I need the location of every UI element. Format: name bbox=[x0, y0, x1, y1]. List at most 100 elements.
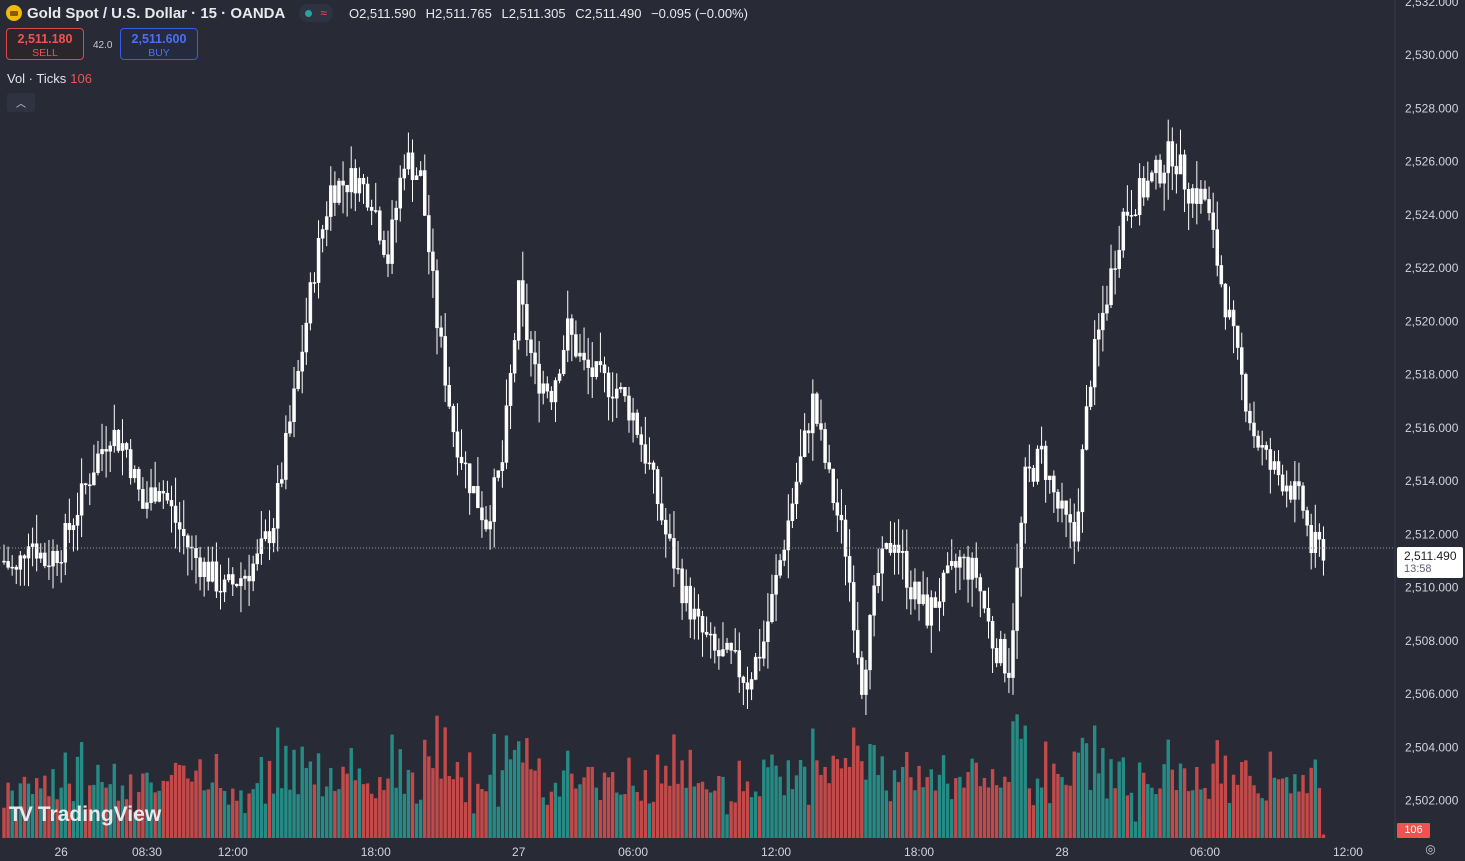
volume-bar bbox=[116, 800, 121, 838]
candle-body bbox=[1240, 347, 1244, 375]
sell-button[interactable]: 2,511.180 SELL bbox=[6, 28, 84, 60]
candle-body bbox=[557, 373, 562, 381]
volume-bar bbox=[153, 792, 157, 838]
volume-bar bbox=[10, 790, 14, 838]
volume-bar bbox=[717, 775, 721, 838]
volume-bar bbox=[1072, 751, 1076, 838]
volume-bar bbox=[182, 765, 186, 838]
price-axis-label: 2,526.000 bbox=[1405, 155, 1459, 169]
buy-button[interactable]: 2,511.600 BUY bbox=[120, 28, 198, 60]
volume-bar bbox=[884, 790, 889, 838]
candle-body bbox=[553, 380, 558, 403]
candle-body bbox=[917, 581, 921, 604]
candle-body bbox=[1248, 410, 1252, 424]
candle-body bbox=[1125, 211, 1130, 216]
candle-body bbox=[373, 210, 378, 212]
candle-body bbox=[1284, 485, 1289, 492]
volume-legend[interactable]: Vol · Ticks 106 bbox=[7, 71, 92, 86]
candle-body bbox=[1117, 249, 1121, 270]
candle-body bbox=[402, 168, 407, 179]
volume-bar bbox=[778, 776, 782, 838]
candle-body bbox=[537, 363, 541, 394]
volume-bar bbox=[1031, 805, 1036, 838]
volume-bar bbox=[684, 787, 688, 838]
candle-body bbox=[222, 579, 227, 593]
candle-body bbox=[132, 469, 137, 479]
candle-body bbox=[598, 361, 603, 366]
candle-body bbox=[864, 669, 868, 695]
time-axis-label: 12:00 bbox=[761, 845, 791, 859]
candle-body bbox=[55, 550, 59, 564]
candle-body bbox=[570, 318, 574, 335]
volume-bar bbox=[721, 776, 725, 838]
tradingview-brand[interactable]: TV TradingView bbox=[9, 803, 161, 827]
volume-bar bbox=[75, 756, 80, 838]
market-open-dot-icon bbox=[305, 9, 313, 17]
volume-bar bbox=[1223, 755, 1228, 838]
volume-bar bbox=[337, 789, 341, 838]
candle-body bbox=[619, 387, 623, 390]
volume-bar bbox=[512, 749, 517, 838]
volume-bar bbox=[402, 793, 407, 838]
market-status[interactable]: ≈ bbox=[299, 4, 333, 22]
volume-bar bbox=[1048, 803, 1052, 838]
candle-body bbox=[51, 550, 55, 567]
candle-body bbox=[1146, 180, 1150, 198]
volume-bar bbox=[243, 813, 247, 838]
candle-body bbox=[235, 583, 239, 587]
volume-bar bbox=[913, 790, 917, 838]
volume-bar bbox=[55, 799, 59, 838]
candle-body bbox=[815, 393, 819, 424]
current-price-tag: 2,511.490 13:58 bbox=[1397, 547, 1463, 578]
candle-body bbox=[1276, 461, 1281, 476]
symbol-title[interactable]: Gold Spot / U.S. Dollar · 15 · OANDA bbox=[27, 4, 286, 22]
volume-bar bbox=[394, 787, 398, 838]
time-axis-label: 06:00 bbox=[618, 845, 648, 859]
candle-body bbox=[1080, 449, 1085, 513]
volume-bar bbox=[26, 783, 31, 838]
volume-bar bbox=[782, 795, 786, 838]
candle-body bbox=[100, 449, 104, 455]
candle-body bbox=[872, 585, 876, 616]
candle-body bbox=[439, 327, 443, 337]
candle-body bbox=[18, 555, 23, 570]
candle-body bbox=[688, 585, 693, 620]
candle-body bbox=[320, 229, 325, 239]
candle-body bbox=[1309, 525, 1313, 554]
candle-body bbox=[941, 572, 946, 602]
candle-body bbox=[267, 531, 272, 544]
volume-bar bbox=[921, 787, 925, 838]
candle-body bbox=[1231, 309, 1236, 327]
candle-body bbox=[766, 621, 770, 643]
candle-body bbox=[578, 352, 582, 357]
candle-body bbox=[496, 470, 501, 478]
volume-bar bbox=[47, 796, 51, 838]
volume-bar bbox=[856, 745, 860, 838]
candle-body bbox=[717, 650, 721, 657]
volume-bar bbox=[635, 792, 639, 838]
volume-bar bbox=[1186, 791, 1191, 838]
volume-bar bbox=[549, 791, 554, 838]
collapse-legend-button[interactable]: ︿ bbox=[7, 93, 35, 112]
volume-bar bbox=[382, 790, 386, 838]
candle-body bbox=[1305, 510, 1309, 526]
volume-bar bbox=[1142, 772, 1146, 838]
candle-body bbox=[762, 641, 766, 659]
volume-bar bbox=[84, 808, 88, 838]
candle-body bbox=[1129, 215, 1134, 217]
candle-body bbox=[1203, 188, 1207, 200]
candle-body bbox=[292, 388, 296, 422]
candle-body bbox=[749, 679, 754, 690]
gear-icon[interactable]: ◎ bbox=[1425, 842, 1436, 856]
volume-bar bbox=[427, 756, 431, 838]
price-axis-label: 2,514.000 bbox=[1405, 474, 1459, 488]
volume-bar bbox=[120, 785, 125, 838]
volume-bar bbox=[1268, 751, 1273, 838]
volume-bar bbox=[308, 761, 313, 838]
candle-body bbox=[704, 631, 709, 635]
volume-bar bbox=[892, 770, 897, 838]
volume-bar bbox=[937, 774, 942, 838]
volume-bar bbox=[566, 750, 570, 838]
volume-bar bbox=[749, 797, 754, 838]
